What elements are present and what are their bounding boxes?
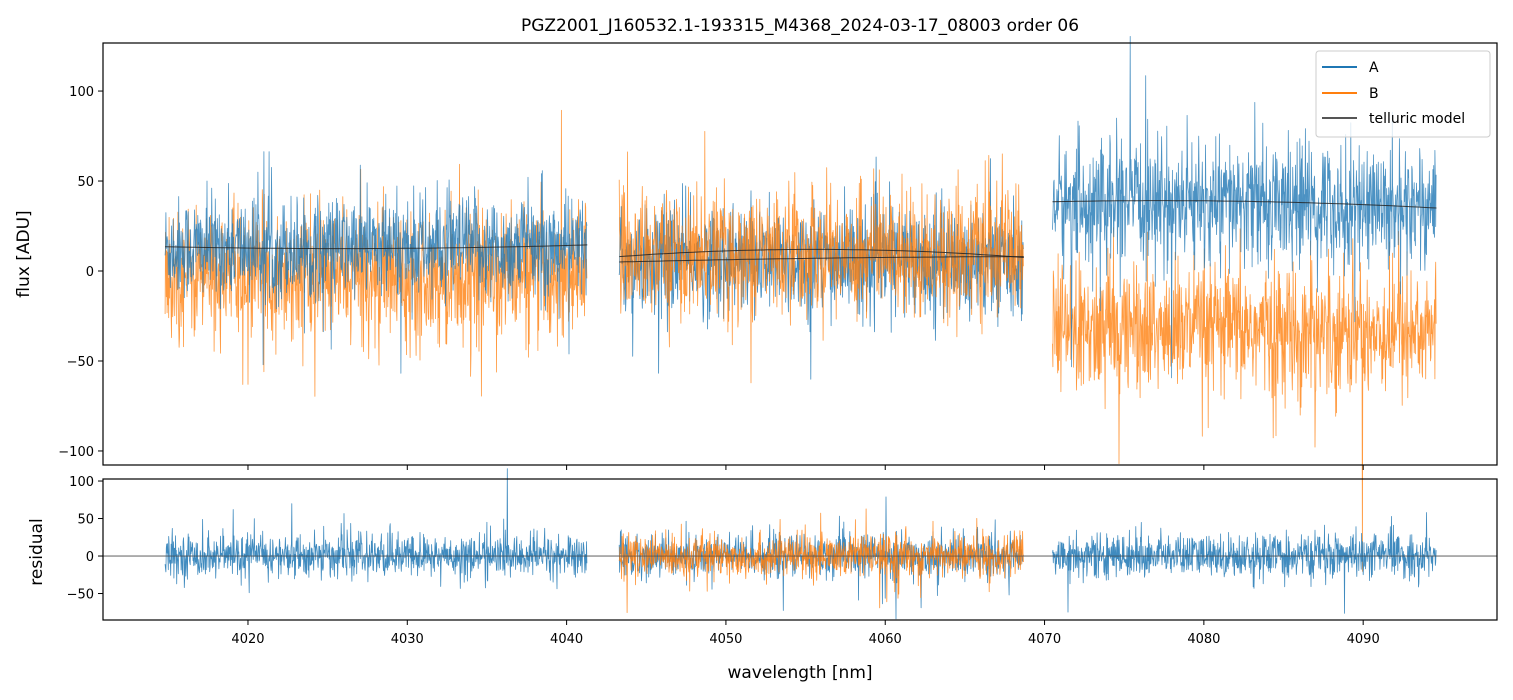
flux-series xyxy=(164,36,1437,572)
x-tick-label: 4090 xyxy=(1347,632,1380,647)
telluric-model-segment-2 xyxy=(619,248,1024,258)
flux-frame xyxy=(102,42,1498,466)
series-a-segment-3 xyxy=(1052,36,1437,379)
y-tick-label: 0 xyxy=(86,265,94,280)
legend-label-telluric: telluric model xyxy=(1369,111,1465,127)
residual-a-segment-3 xyxy=(1052,512,1437,614)
residual-series xyxy=(103,468,1497,620)
telluric-model-segment-3 xyxy=(1052,200,1437,209)
y-axis-label-flux: flux [ADU] xyxy=(14,210,34,297)
y-tick-label: −50 xyxy=(67,588,94,603)
x-axis-label: wavelength [nm] xyxy=(727,663,872,683)
y-tick-label: −100 xyxy=(58,445,94,460)
chart-title: PGZ2001_J160532.1-193315_M4368_2024-03-1… xyxy=(521,16,1079,36)
y-tick-label: 50 xyxy=(77,175,94,190)
y-axis-label-residual: residual xyxy=(27,518,47,585)
residual-axes: 4020 4030 4040 4050 4060 4070 4080 4090 −50 0 50 10… xyxy=(67,475,1498,647)
legend: A B telluric model xyxy=(1315,50,1491,138)
y-tick-label: 100 xyxy=(69,85,94,100)
x-tick-label: 4030 xyxy=(391,632,424,647)
residual-a-segment-1 xyxy=(164,468,588,594)
flux-panel: −100 −50 0 50 100 xyxy=(58,36,1498,572)
legend-box xyxy=(1315,50,1491,138)
x-tick-label: 4080 xyxy=(1187,632,1220,647)
y-tick-label: 50 xyxy=(77,513,94,528)
y-tick-label: 0 xyxy=(86,550,94,565)
x-tick-label: 4020 xyxy=(231,632,264,647)
legend-label-a: A xyxy=(1369,60,1379,76)
series-b-segment-2 xyxy=(618,130,1024,384)
x-tick-label: 4070 xyxy=(1028,632,1061,647)
legend-label-b: B xyxy=(1369,86,1379,102)
residual-frame xyxy=(102,478,1498,621)
y-tick-label: 100 xyxy=(69,475,94,490)
series-b-segment-3 xyxy=(1052,227,1437,572)
x-tick-label: 4040 xyxy=(550,632,583,647)
y-tick-label: −50 xyxy=(67,355,94,370)
residual-panel: 4020 4030 4040 4050 4060 4070 4080 4090 −50 0 50 10… xyxy=(67,468,1498,647)
telluric-model-2-segment-2 xyxy=(619,256,1024,263)
flux-axes: −100 −50 0 50 100 xyxy=(58,42,1498,470)
residual-b-segment-2 xyxy=(618,508,1024,613)
telluric-model-segment-1 xyxy=(165,244,588,250)
x-tick-label: 4050 xyxy=(709,632,742,647)
x-tick-label: 4060 xyxy=(869,632,902,647)
series-a-segment-1 xyxy=(164,151,588,374)
series-b-segment-1 xyxy=(164,109,588,397)
